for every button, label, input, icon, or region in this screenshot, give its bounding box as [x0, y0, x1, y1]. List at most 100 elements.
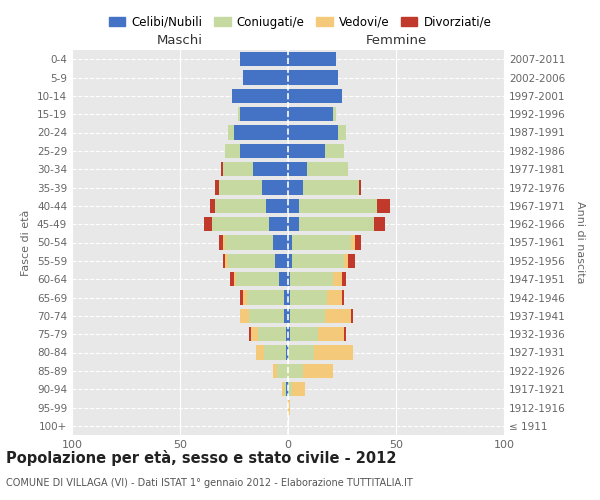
- Bar: [290, 327, 318, 342]
- Bar: [350, 236, 355, 250]
- Bar: [288, 198, 299, 213]
- Bar: [288, 290, 290, 304]
- Bar: [242, 70, 288, 85]
- Bar: [288, 52, 335, 66]
- Bar: [359, 180, 361, 194]
- Bar: [219, 236, 223, 250]
- Bar: [290, 272, 334, 286]
- Bar: [241, 290, 242, 304]
- Bar: [281, 382, 284, 396]
- Bar: [299, 217, 374, 232]
- Bar: [277, 364, 288, 378]
- Bar: [327, 290, 342, 304]
- Bar: [292, 254, 344, 268]
- Bar: [256, 346, 264, 360]
- Bar: [288, 217, 299, 232]
- Bar: [219, 180, 262, 194]
- Bar: [288, 308, 290, 323]
- Bar: [262, 180, 288, 194]
- Bar: [318, 327, 344, 342]
- Bar: [292, 236, 350, 250]
- Bar: [349, 254, 355, 268]
- Y-axis label: Fasce di età: Fasce di età: [22, 210, 31, 276]
- Text: Popolazione per età, sesso e stato civile - 2012: Popolazione per età, sesso e stato civil…: [6, 450, 397, 466]
- Bar: [288, 400, 290, 414]
- Bar: [342, 290, 344, 304]
- Bar: [227, 126, 234, 140]
- Bar: [334, 272, 342, 286]
- Bar: [288, 272, 290, 286]
- Bar: [253, 162, 288, 176]
- Bar: [374, 217, 385, 232]
- Bar: [247, 290, 284, 304]
- Bar: [242, 290, 247, 304]
- Bar: [288, 254, 292, 268]
- Bar: [275, 254, 288, 268]
- Bar: [288, 70, 338, 85]
- Bar: [223, 162, 253, 176]
- Bar: [269, 217, 288, 232]
- Bar: [288, 144, 325, 158]
- Bar: [288, 382, 292, 396]
- Bar: [241, 52, 288, 66]
- Text: COMUNE DI VILLAGA (VI) - Dati ISTAT 1° gennaio 2012 - Elaborazione TUTTITALIA.IT: COMUNE DI VILLAGA (VI) - Dati ISTAT 1° g…: [6, 478, 413, 488]
- Bar: [288, 327, 290, 342]
- Bar: [234, 272, 236, 286]
- Bar: [334, 107, 335, 122]
- Bar: [286, 327, 288, 342]
- Bar: [273, 364, 277, 378]
- Bar: [292, 382, 305, 396]
- Bar: [241, 308, 249, 323]
- Bar: [284, 308, 288, 323]
- Bar: [227, 254, 275, 268]
- Bar: [307, 162, 349, 176]
- Bar: [249, 327, 251, 342]
- Bar: [288, 126, 338, 140]
- Bar: [226, 144, 241, 158]
- Bar: [226, 236, 273, 250]
- Bar: [342, 272, 346, 286]
- Bar: [290, 308, 325, 323]
- Bar: [221, 162, 223, 176]
- Bar: [212, 217, 269, 232]
- Bar: [251, 327, 258, 342]
- Bar: [325, 308, 350, 323]
- Bar: [241, 107, 288, 122]
- Legend: Celibi/Nubili, Coniugati/e, Vedovi/e, Divorziati/e: Celibi/Nubili, Coniugati/e, Vedovi/e, Di…: [104, 11, 496, 34]
- Bar: [377, 198, 389, 213]
- Bar: [241, 144, 288, 158]
- Bar: [223, 236, 226, 250]
- Bar: [299, 198, 377, 213]
- Bar: [288, 364, 303, 378]
- Bar: [232, 88, 288, 103]
- Bar: [288, 180, 303, 194]
- Bar: [344, 327, 346, 342]
- Bar: [264, 346, 286, 360]
- Bar: [280, 272, 288, 286]
- Bar: [284, 290, 288, 304]
- Text: Femmine: Femmine: [365, 34, 427, 48]
- Bar: [238, 107, 241, 122]
- Bar: [266, 198, 288, 213]
- Bar: [288, 88, 342, 103]
- Bar: [350, 308, 353, 323]
- Bar: [223, 254, 226, 268]
- Bar: [288, 236, 292, 250]
- Bar: [286, 382, 288, 396]
- Bar: [273, 236, 288, 250]
- Bar: [325, 144, 344, 158]
- Bar: [286, 346, 288, 360]
- Bar: [204, 217, 212, 232]
- Bar: [210, 198, 215, 213]
- Bar: [215, 180, 219, 194]
- Bar: [288, 346, 314, 360]
- Y-axis label: Anni di nascita: Anni di nascita: [575, 201, 585, 284]
- Bar: [314, 346, 353, 360]
- Bar: [230, 272, 234, 286]
- Bar: [355, 236, 361, 250]
- Bar: [290, 290, 327, 304]
- Bar: [303, 364, 334, 378]
- Bar: [303, 180, 359, 194]
- Bar: [215, 198, 266, 213]
- Text: Maschi: Maschi: [157, 34, 203, 48]
